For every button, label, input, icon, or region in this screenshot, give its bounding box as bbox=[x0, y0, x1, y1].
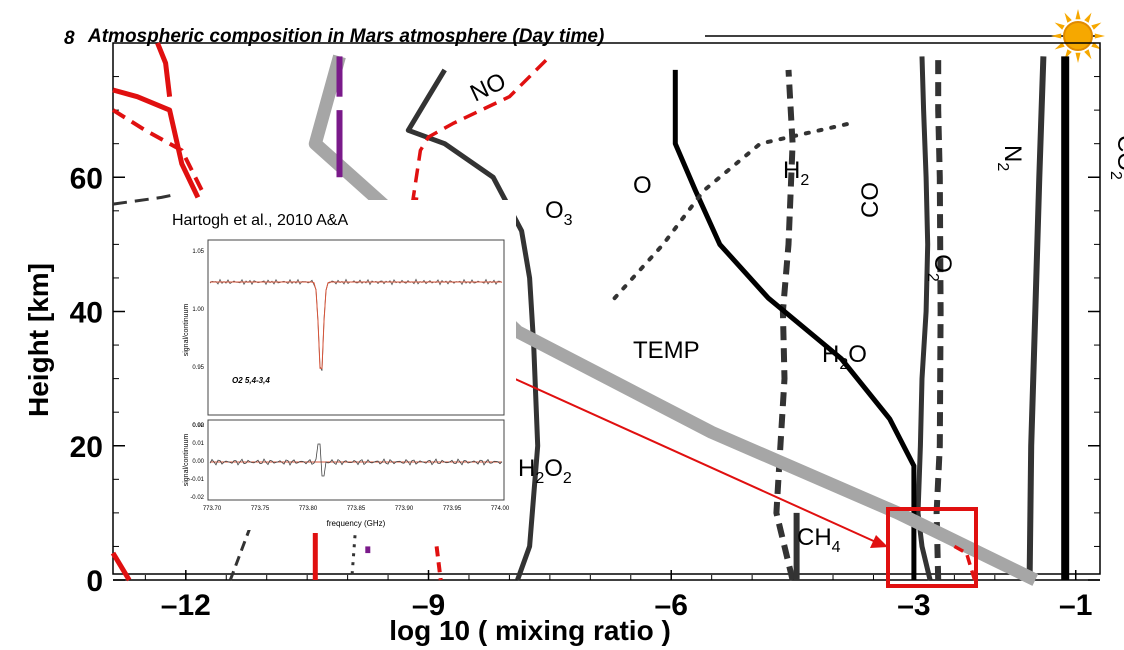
title-prefix: 8 bbox=[64, 28, 75, 49]
y-tick-label: 0 bbox=[86, 565, 103, 598]
inset-top-tick: 0.95 bbox=[192, 365, 204, 371]
series-temp-line bbox=[308, 54, 1039, 586]
label-o3: O3 bbox=[545, 197, 573, 229]
plot-frame bbox=[112, 42, 1101, 575]
label-ch4: CH4 bbox=[797, 524, 841, 556]
highlight-box bbox=[886, 507, 978, 588]
x-axis-title: log 10 ( mixing ratio ) bbox=[389, 615, 671, 646]
label-h2o2: H2O2 bbox=[518, 455, 572, 487]
x-tick-label: –12 bbox=[161, 589, 211, 622]
label-o2: O2 bbox=[924, 254, 956, 282]
inset-x-tick: 774.00 bbox=[491, 506, 510, 512]
inset-bottom-tick: 0.01 bbox=[192, 441, 204, 447]
inset-x-tick: 773.70 bbox=[203, 506, 222, 512]
series-layer bbox=[308, 54, 1070, 586]
label-no: NO bbox=[466, 68, 510, 108]
profile-fragment bbox=[434, 546, 443, 581]
sun-ray bbox=[1091, 42, 1102, 50]
series-o3-line bbox=[405, 68, 541, 581]
label-h2o: H2O bbox=[822, 341, 867, 373]
label-co: CO bbox=[857, 182, 884, 218]
y-axis-title: Height [km] bbox=[23, 263, 54, 417]
sun-ray bbox=[1084, 49, 1092, 60]
inset-bottom-tick: 0.02 bbox=[192, 423, 204, 429]
inset-model-trace bbox=[210, 281, 502, 369]
chart-title: Atmospheric composition in Mars atmosphe… bbox=[87, 26, 604, 47]
sun-ray bbox=[1084, 12, 1092, 23]
series-co-line bbox=[915, 56, 933, 581]
label-h2: H2 bbox=[783, 157, 809, 189]
pointer-arrow-head bbox=[870, 535, 888, 548]
label-co2: CO2 bbox=[1107, 135, 1124, 180]
sun-ray bbox=[1054, 22, 1065, 30]
label-o: O bbox=[633, 172, 652, 199]
inset-x-tick: 773.90 bbox=[395, 506, 414, 512]
profile-fragment bbox=[112, 192, 179, 206]
series-h2o-line bbox=[672, 69, 917, 580]
ticks-layer: –12 –9 –6 –3 –1 0 20 40 60 bbox=[70, 76, 1100, 622]
series-no-line bbox=[410, 55, 552, 205]
inset-x-tick: 773.80 bbox=[299, 506, 318, 512]
inset-bottom-panel bbox=[207, 419, 505, 501]
inset-residual-trace bbox=[209, 443, 503, 477]
inset-y-title-top: signal/continuum bbox=[183, 304, 190, 357]
inset-top-tick: 1.00 bbox=[192, 307, 204, 313]
sun-ray bbox=[1075, 9, 1081, 20]
sun-ray bbox=[1054, 42, 1065, 50]
y-tick-label: 20 bbox=[70, 431, 103, 464]
profile-fragment bbox=[350, 526, 358, 581]
profile-fragment bbox=[155, 42, 173, 97]
series-h2-line bbox=[773, 69, 796, 581]
inset-y-title-bottom: signal/continuum bbox=[183, 434, 190, 487]
profile-fragment bbox=[953, 544, 977, 581]
inset-x-title: frequency (GHz) bbox=[327, 519, 386, 528]
series-o-line bbox=[612, 121, 852, 301]
inset-top-tick: 0.90 bbox=[192, 423, 204, 429]
inset-x-tick: 773.95 bbox=[443, 506, 462, 512]
inset-traces: 1.05 1.00 0.95 0.900.02 0.01 0.00 -0.01 -0.02 77… bbox=[190, 249, 510, 512]
label-temp: TEMP bbox=[633, 337, 700, 364]
inset-top-tick: 1.05 bbox=[192, 249, 204, 255]
x-tick-label: –6 bbox=[655, 589, 688, 622]
sun-ray bbox=[1094, 33, 1105, 39]
inset-caption: Hartogh et al., 2010 A&A bbox=[172, 212, 348, 229]
profile-fragment bbox=[112, 87, 201, 199]
inset-line-label: O2 5,4-3,4 bbox=[232, 376, 270, 385]
sun-icon bbox=[1051, 9, 1105, 63]
x-tick-label: –1 bbox=[1059, 589, 1092, 622]
inset-bottom-tick: 0.00 bbox=[192, 459, 204, 465]
labels-layer: CO2 N2 CO O2 H2 H2O O O3 TEMP NO H2O2 CH4 bbox=[466, 68, 1124, 556]
y-tick-label: 60 bbox=[70, 162, 103, 195]
sun-ray bbox=[1075, 52, 1081, 63]
profile-fragment bbox=[228, 525, 252, 581]
pointer-arrow-line bbox=[512, 377, 879, 544]
x-tick-label: –9 bbox=[412, 589, 445, 622]
y-tick-label: 40 bbox=[70, 297, 103, 330]
sun-ray bbox=[1051, 33, 1062, 39]
inset-bottom-tick: -0.01 bbox=[190, 477, 204, 483]
inset-bottom-tick: -0.02 bbox=[190, 495, 204, 501]
profile-fragment bbox=[110, 551, 132, 582]
inset-panel: Hartogh et al., 2010 A&A 1.05 1.00 0.95 0.9… bbox=[162, 200, 516, 530]
inset-x-tick: 773.75 bbox=[251, 506, 270, 512]
sun-ray bbox=[1064, 12, 1072, 23]
inset-x-tick: 773.85 bbox=[347, 506, 366, 512]
inset-spectrum-trace bbox=[209, 278, 503, 371]
inset-top-panel bbox=[207, 239, 505, 416]
series-o2-line bbox=[933, 56, 944, 581]
sun-ray bbox=[1091, 22, 1102, 30]
label-n2: N2 bbox=[994, 145, 1026, 171]
x-tick-label: –3 bbox=[897, 589, 930, 622]
series-n2-line bbox=[1026, 56, 1047, 581]
